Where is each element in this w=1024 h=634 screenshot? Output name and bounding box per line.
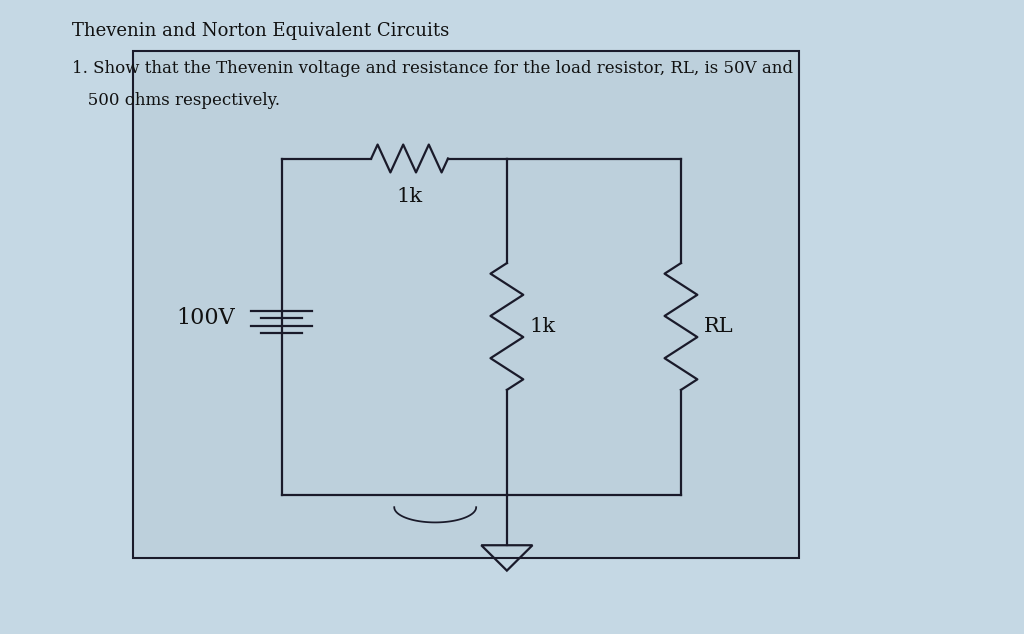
Text: 100V: 100V (177, 307, 236, 329)
Text: 500 ohms respectively.: 500 ohms respectively. (72, 92, 280, 109)
Text: 1. Show that the Thevenin voltage and resistance for the load resistor, RL, is 5: 1. Show that the Thevenin voltage and re… (72, 60, 793, 77)
Text: Thevenin and Norton Equivalent Circuits: Thevenin and Norton Equivalent Circuits (72, 22, 449, 40)
Bar (133, 51, 799, 558)
Text: 1k: 1k (396, 187, 423, 206)
Text: 1k: 1k (529, 317, 556, 336)
Text: RL: RL (703, 317, 733, 336)
